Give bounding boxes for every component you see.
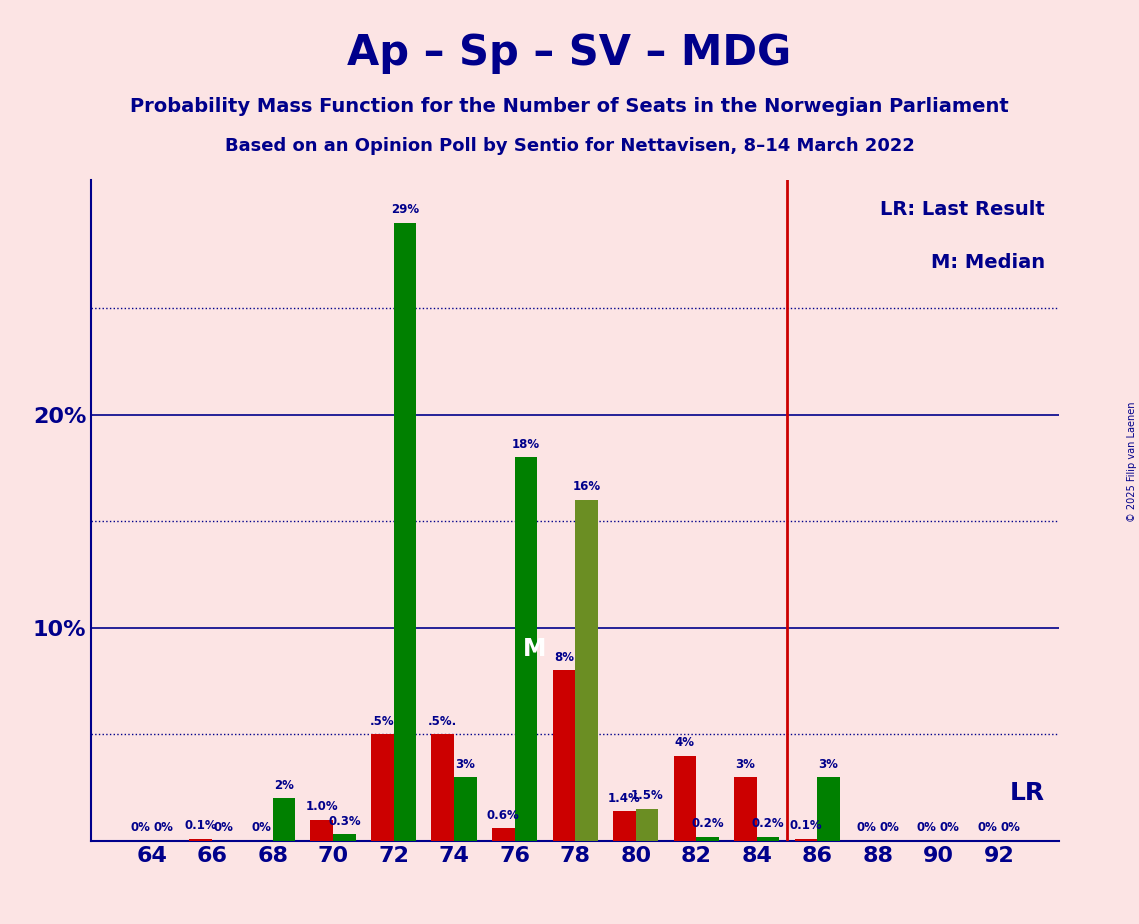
Text: 16%: 16% bbox=[573, 480, 600, 493]
Text: 0%: 0% bbox=[940, 821, 959, 834]
Text: 0%: 0% bbox=[130, 821, 150, 834]
Bar bbox=[454, 777, 477, 841]
Text: Based on an Opinion Poll by Sentio for Nettavisen, 8–14 March 2022: Based on an Opinion Poll by Sentio for N… bbox=[224, 137, 915, 154]
Bar bbox=[492, 828, 515, 841]
Bar bbox=[371, 735, 394, 841]
Text: Ap – Sp – SV – MDG: Ap – Sp – SV – MDG bbox=[347, 32, 792, 74]
Text: Probability Mass Function for the Number of Seats in the Norwegian Parliament: Probability Mass Function for the Number… bbox=[130, 97, 1009, 116]
Bar bbox=[818, 777, 839, 841]
Bar bbox=[795, 839, 817, 841]
Text: © 2025 Filip van Laenen: © 2025 Filip van Laenen bbox=[1126, 402, 1137, 522]
Text: 3%: 3% bbox=[819, 758, 838, 771]
Text: 0%: 0% bbox=[252, 821, 271, 834]
Text: 0.2%: 0.2% bbox=[691, 817, 724, 830]
Text: .5%: .5% bbox=[370, 715, 394, 728]
Text: 0.1%: 0.1% bbox=[185, 820, 218, 833]
Text: 3%: 3% bbox=[736, 758, 755, 771]
Bar bbox=[734, 777, 756, 841]
Text: 1.0%: 1.0% bbox=[305, 800, 338, 813]
Bar bbox=[636, 808, 658, 841]
Text: 0.2%: 0.2% bbox=[752, 817, 785, 830]
Text: LR: LR bbox=[1009, 781, 1044, 805]
Text: 0%: 0% bbox=[879, 821, 899, 834]
Text: 0%: 0% bbox=[917, 821, 937, 834]
Bar bbox=[311, 820, 334, 841]
Text: .5%.: .5%. bbox=[428, 715, 458, 728]
Text: 4%: 4% bbox=[675, 736, 695, 749]
Text: 0%: 0% bbox=[1000, 821, 1021, 834]
Text: 29%: 29% bbox=[391, 203, 419, 216]
Text: M: Median: M: Median bbox=[931, 253, 1044, 272]
Bar bbox=[334, 834, 355, 841]
Bar bbox=[756, 836, 779, 841]
Text: 1.5%: 1.5% bbox=[631, 789, 663, 802]
Text: 0%: 0% bbox=[153, 821, 173, 834]
Bar bbox=[613, 811, 636, 841]
Text: 0.1%: 0.1% bbox=[789, 820, 822, 833]
Text: 18%: 18% bbox=[511, 438, 540, 451]
Bar bbox=[394, 223, 417, 841]
Bar bbox=[272, 798, 295, 841]
Bar bbox=[696, 836, 719, 841]
Text: 3%: 3% bbox=[456, 758, 475, 771]
Text: 8%: 8% bbox=[554, 650, 574, 664]
Bar bbox=[673, 756, 696, 841]
Text: LR: Last Result: LR: Last Result bbox=[880, 200, 1044, 219]
Bar bbox=[552, 670, 575, 841]
Bar bbox=[189, 839, 212, 841]
Text: 1.4%: 1.4% bbox=[608, 792, 641, 805]
Text: 0.3%: 0.3% bbox=[328, 815, 361, 828]
Text: 2%: 2% bbox=[274, 779, 294, 792]
Text: 0%: 0% bbox=[977, 821, 998, 834]
Text: M: M bbox=[523, 637, 546, 661]
Text: 0.6%: 0.6% bbox=[487, 808, 519, 821]
Bar bbox=[432, 735, 454, 841]
Text: 0%: 0% bbox=[857, 821, 876, 834]
Bar bbox=[515, 457, 538, 841]
Text: 0%: 0% bbox=[213, 821, 233, 834]
Bar bbox=[575, 500, 598, 841]
